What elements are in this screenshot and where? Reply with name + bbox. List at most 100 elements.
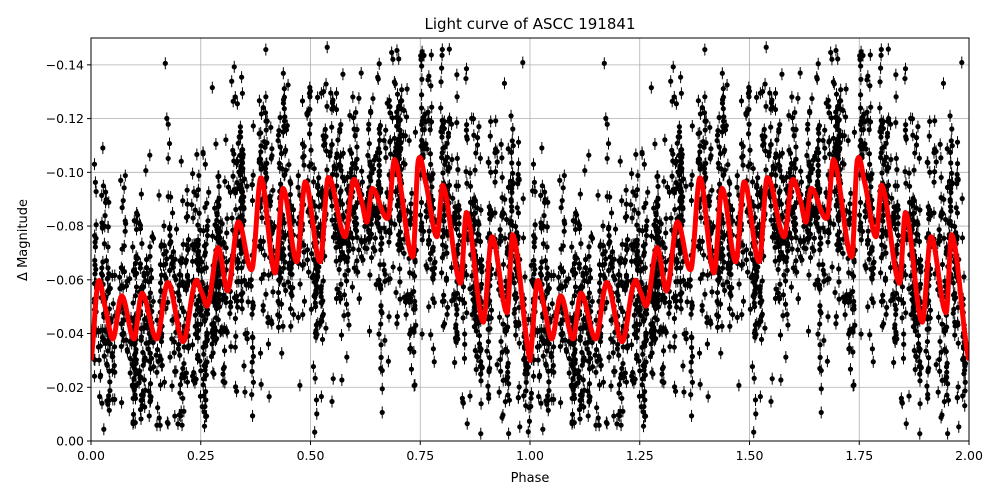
data-point bbox=[376, 331, 382, 337]
data-point bbox=[762, 325, 768, 331]
y-tick-label: −0.10 bbox=[46, 165, 84, 180]
data-point bbox=[200, 382, 206, 388]
data-point bbox=[412, 129, 419, 135]
data-point bbox=[387, 139, 393, 145]
data-point bbox=[394, 91, 401, 97]
data-point bbox=[92, 271, 98, 277]
data-point bbox=[526, 418, 533, 424]
data-point bbox=[618, 255, 624, 262]
data-point bbox=[438, 105, 444, 111]
data-point bbox=[439, 298, 446, 305]
data-point bbox=[166, 140, 173, 147]
data-point bbox=[362, 245, 368, 251]
data-point bbox=[807, 254, 814, 261]
data-point bbox=[419, 237, 425, 243]
data-point bbox=[789, 115, 796, 121]
data-point bbox=[169, 210, 176, 216]
x-tick-label: 0.50 bbox=[297, 448, 325, 463]
data-point bbox=[561, 172, 567, 179]
data-point bbox=[815, 331, 821, 337]
data-point bbox=[143, 265, 150, 271]
data-point bbox=[806, 162, 812, 168]
data-point bbox=[346, 322, 352, 328]
data-point bbox=[477, 155, 483, 161]
data-point bbox=[520, 59, 526, 66]
data-point bbox=[509, 138, 515, 144]
data-point bbox=[214, 212, 220, 218]
data-point bbox=[751, 429, 757, 435]
data-point bbox=[196, 210, 202, 216]
data-point bbox=[127, 276, 133, 282]
data-point bbox=[912, 366, 918, 373]
data-point bbox=[851, 306, 857, 312]
data-point bbox=[133, 255, 139, 261]
data-point bbox=[391, 79, 397, 85]
data-point bbox=[539, 183, 545, 189]
data-point bbox=[894, 207, 900, 213]
data-point bbox=[641, 389, 648, 395]
data-point bbox=[612, 276, 618, 282]
data-point bbox=[454, 155, 460, 161]
data-point bbox=[807, 110, 813, 116]
data-point bbox=[93, 266, 99, 273]
data-point bbox=[902, 168, 908, 175]
data-point bbox=[439, 270, 445, 276]
data-point bbox=[266, 394, 272, 400]
data-point bbox=[852, 322, 858, 328]
data-point bbox=[509, 208, 515, 214]
x-axis-ticks: 0.00 0.25 0.50 0.75 1.00 1.25 1.50 1.75 2.00 bbox=[77, 441, 983, 463]
y-tick-label: −0.12 bbox=[46, 111, 84, 126]
data-point bbox=[134, 210, 140, 216]
data-point bbox=[569, 244, 575, 250]
data-point bbox=[623, 187, 629, 193]
data-point bbox=[406, 137, 412, 144]
data-point bbox=[397, 296, 403, 302]
data-point bbox=[122, 218, 128, 224]
data-point bbox=[195, 327, 202, 334]
data-point bbox=[617, 413, 623, 419]
data-point bbox=[143, 168, 149, 174]
data-point bbox=[561, 218, 567, 224]
data-point bbox=[540, 426, 546, 432]
data-point bbox=[368, 110, 374, 116]
data-point bbox=[438, 79, 444, 85]
data-point bbox=[617, 158, 623, 164]
data-point bbox=[181, 360, 187, 367]
data-point bbox=[862, 262, 868, 269]
data-point bbox=[716, 144, 722, 150]
data-point bbox=[620, 308, 626, 315]
data-point bbox=[511, 280, 517, 286]
data-point bbox=[478, 431, 484, 437]
data-point bbox=[750, 165, 756, 172]
data-point bbox=[348, 170, 354, 176]
data-point bbox=[619, 198, 625, 204]
data-point bbox=[263, 94, 269, 100]
data-point bbox=[821, 271, 827, 277]
data-point bbox=[778, 377, 784, 383]
data-point bbox=[623, 379, 630, 385]
data-point bbox=[616, 390, 622, 396]
data-point bbox=[101, 426, 107, 432]
data-point bbox=[821, 337, 827, 344]
data-point bbox=[947, 113, 953, 119]
data-point bbox=[641, 318, 647, 324]
x-tick-label: 1.25 bbox=[626, 448, 654, 463]
data-point bbox=[783, 354, 789, 360]
data-point bbox=[237, 129, 244, 135]
data-point bbox=[408, 366, 415, 372]
data-point bbox=[150, 298, 156, 305]
data-point bbox=[892, 226, 899, 232]
data-point bbox=[430, 346, 436, 352]
data-point bbox=[102, 213, 108, 219]
data-point bbox=[806, 272, 812, 278]
data-point bbox=[383, 145, 389, 151]
data-point bbox=[359, 179, 366, 185]
data-point bbox=[99, 400, 105, 406]
data-point bbox=[892, 322, 898, 328]
data-point bbox=[598, 362, 604, 368]
data-point bbox=[419, 63, 425, 69]
data-point bbox=[515, 395, 521, 401]
data-point bbox=[411, 349, 417, 355]
data-point bbox=[678, 90, 685, 96]
y-tick-label: −0.06 bbox=[46, 272, 84, 287]
